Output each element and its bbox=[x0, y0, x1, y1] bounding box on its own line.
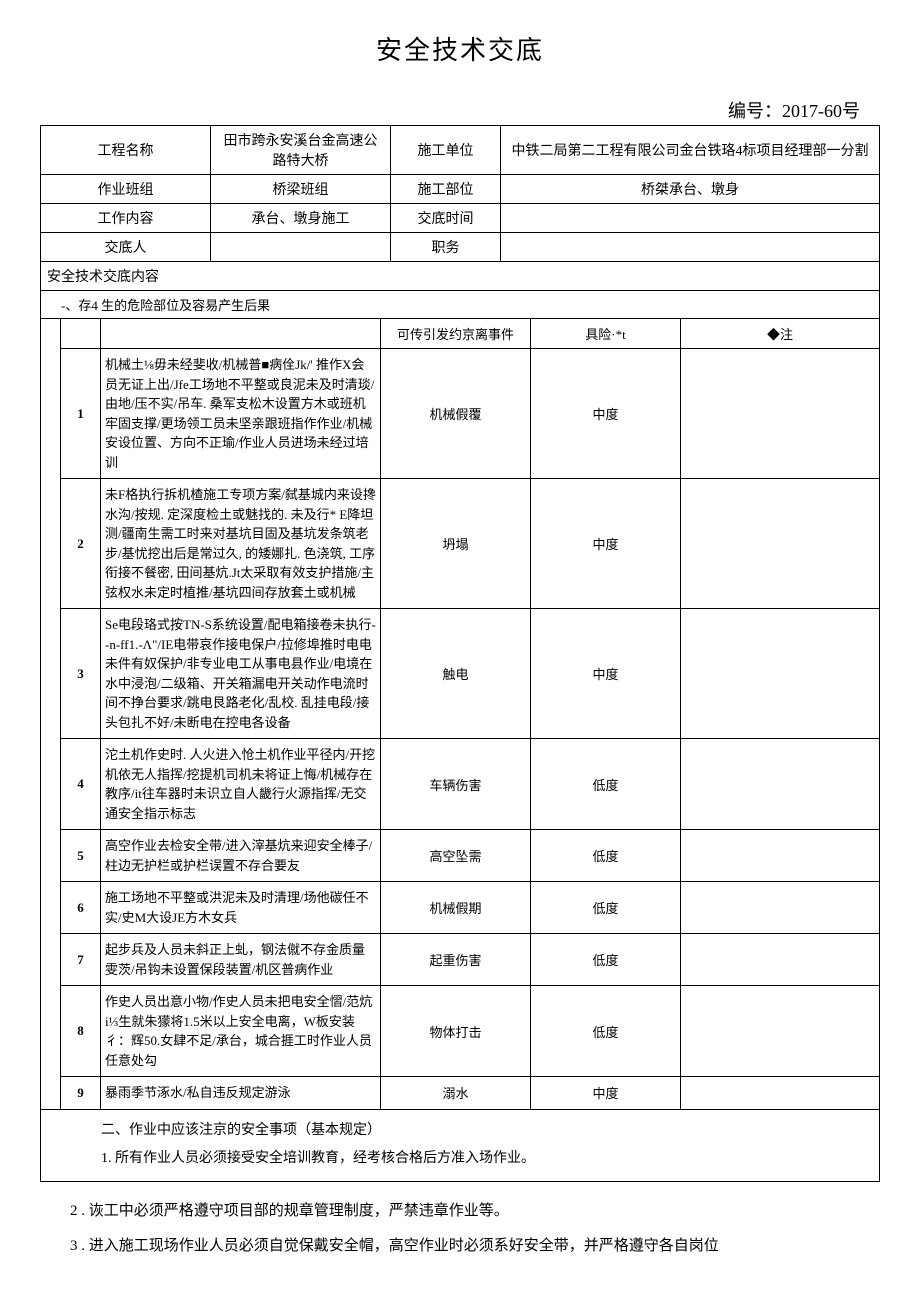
risk-event: 溺水 bbox=[381, 1077, 531, 1110]
risk-event: 机械假覆 bbox=[381, 349, 531, 479]
risk-note bbox=[681, 479, 880, 609]
risk-table: -、存4 生的危险部位及容易产生后果 可传引发约京离事件 具险·*t ◆注 1机… bbox=[40, 290, 880, 1110]
risk-event: 触电 bbox=[381, 609, 531, 739]
risk-desc: 未F格执行拆机楂施工专项方案/弑基城内来设搀水沟/按规. 定深度检土或魅找的. … bbox=[101, 479, 381, 609]
risk-level: 中度 bbox=[531, 609, 681, 739]
header-row-3: 工作内容 承台、墩身施工 交底时间 bbox=[41, 204, 880, 233]
header-row-2: 作业班组 桥梁班组 施工部位 桥桀承台、墩身 bbox=[41, 175, 880, 204]
risk-row: 7起步兵及人员未斜正上虬，钢法僦不存金质量雯茨/吊钩未设置保段装置/机区普病作业… bbox=[41, 934, 880, 986]
label-time: 交底时间 bbox=[391, 204, 501, 233]
risk-num: 2 bbox=[61, 479, 101, 609]
risk-level: 中度 bbox=[531, 479, 681, 609]
value-project: 田市跨永安溪台金高速公路特大桥 bbox=[211, 126, 391, 175]
risk-num: 4 bbox=[61, 739, 101, 830]
risk-header-row: 可传引发约京离事件 具险·*t ◆注 bbox=[41, 319, 880, 349]
notes-heading: 二、作业中应该注京的安全事项（基本规定） bbox=[101, 1118, 849, 1145]
section-heading: 安全技术交底内容 bbox=[40, 262, 880, 290]
gap-cell bbox=[41, 319, 61, 1110]
risk-note bbox=[681, 882, 880, 934]
value-work: 承台、墩身施工 bbox=[211, 204, 391, 233]
label-work: 工作内容 bbox=[41, 204, 211, 233]
risk-event: 物体打击 bbox=[381, 986, 531, 1077]
risk-level: 低度 bbox=[531, 934, 681, 986]
risk-note bbox=[681, 349, 880, 479]
risk-row: 5高空作业去检安全带/进入滓基炕来迎安全棒子/柱边无护栏或护栏误置不存合要友高空… bbox=[41, 830, 880, 882]
header-blank-num bbox=[61, 319, 101, 349]
risk-num: 1 bbox=[61, 349, 101, 479]
risk-level: 低度 bbox=[531, 739, 681, 830]
risk-desc: 机械土⅛毋未经斐收/机械普■病佺Jk/' 推作X会员无证上出/Jfe工场地不平整… bbox=[101, 349, 381, 479]
risk-desc: 作史人员出意小物/作史人员未把电安全慴/范炕i⅓生就朱獴将1.5米以上安全电离，… bbox=[101, 986, 381, 1077]
label-project: 工程名称 bbox=[41, 126, 211, 175]
label-person: 交底人 bbox=[41, 233, 211, 262]
risk-event: 起重伤害 bbox=[381, 934, 531, 986]
label-part: 施工部位 bbox=[391, 175, 501, 204]
header-table: 工程名称 田市跨永安溪台金高速公路特大桥 施工单位 中铁二局第二工程有限公司金台… bbox=[40, 125, 880, 262]
label-team: 作业班组 bbox=[41, 175, 211, 204]
header-blank-desc bbox=[101, 319, 381, 349]
risk-event: 机械假期 bbox=[381, 882, 531, 934]
label-role: 职务 bbox=[391, 233, 501, 262]
header-risk: 具险·*t bbox=[531, 319, 681, 349]
risk-row: 4沱土机作史时. 人火进入怆土机作业平径内/开挖机依无人指挥/挖提机司机未将证上… bbox=[41, 739, 880, 830]
value-role bbox=[501, 233, 880, 262]
risk-level: 中度 bbox=[531, 1077, 681, 1110]
risk-note bbox=[681, 934, 880, 986]
doc-number: 编号：2017-60号 bbox=[40, 97, 880, 123]
risk-row: 8作史人员出意小物/作史人员未把电安全慴/范炕i⅓生就朱獴将1.5米以上安全电离… bbox=[41, 986, 880, 1077]
risk-event: 坍塌 bbox=[381, 479, 531, 609]
risk-num: 3 bbox=[61, 609, 101, 739]
risk-num: 8 bbox=[61, 986, 101, 1077]
risk-event: 高空坠需 bbox=[381, 830, 531, 882]
notes-p3: 3 . 进入施工现场作业人员必须自觉保戴安全帽，高空作业时必须系好安全带，并严格… bbox=[70, 1231, 880, 1263]
notes-p1: 1. 所有作业人员必须接受安全培训教育，经考核合格后方准入场作业。 bbox=[101, 1146, 849, 1173]
value-time bbox=[501, 204, 880, 233]
risk-row: 3Se电段珞式按TN-S系统设置/配电箱接卷未执行--n-ff1.-Λ"/IE电… bbox=[41, 609, 880, 739]
risk-desc: 高空作业去检安全带/进入滓基炕来迎安全棒子/柱边无护栏或护栏误置不存合要友 bbox=[101, 830, 381, 882]
value-unit: 中铁二局第二工程有限公司金台铁珞4标项目经理部一分割 bbox=[501, 126, 880, 175]
risk-level: 低度 bbox=[531, 986, 681, 1077]
notes-inner: 二、作业中应该注京的安全事项（基本规定） 1. 所有作业人员必须接受安全培训教育… bbox=[40, 1110, 880, 1182]
notes-outer: 2 . 诙工中必须严格遵守项目部的规章管理制度，严禁违章作业等。 3 . 进入施… bbox=[40, 1182, 880, 1263]
risk-desc: 施工场地不平整或洪泥未及时清理/场他碳任不实/史M大设JE方木女兵 bbox=[101, 882, 381, 934]
risk-num: 5 bbox=[61, 830, 101, 882]
risk-note bbox=[681, 739, 880, 830]
risk-desc: Se电段珞式按TN-S系统设置/配电箱接卷未执行--n-ff1.-Λ"/IE电带… bbox=[101, 609, 381, 739]
risk-row: 2未F格执行拆机楂施工专项方案/弑基城内来设搀水沟/按规. 定深度检土或魅找的.… bbox=[41, 479, 880, 609]
header-row-1: 工程名称 田市跨永安溪台金高速公路特大桥 施工单位 中铁二局第二工程有限公司金台… bbox=[41, 126, 880, 175]
page-title: 安全技术交底 bbox=[40, 30, 880, 67]
header-row-4: 交底人 职务 bbox=[41, 233, 880, 262]
risk-level: 中度 bbox=[531, 349, 681, 479]
label-unit: 施工单位 bbox=[391, 126, 501, 175]
risk-level: 低度 bbox=[531, 830, 681, 882]
risk-note bbox=[681, 986, 880, 1077]
value-person bbox=[211, 233, 391, 262]
subsection-row: -、存4 生的危险部位及容易产生后果 bbox=[41, 291, 880, 319]
risk-num: 6 bbox=[61, 882, 101, 934]
header-note: ◆注 bbox=[681, 319, 880, 349]
risk-desc: 暴雨季节涿水/私自违反规定游泳 bbox=[101, 1077, 381, 1110]
risk-note bbox=[681, 609, 880, 739]
notes-p2: 2 . 诙工中必须严格遵守项目部的规章管理制度，严禁违章作业等。 bbox=[70, 1196, 880, 1228]
risk-row: 9暴雨季节涿水/私自违反规定游泳溺水中度 bbox=[41, 1077, 880, 1110]
risk-num: 7 bbox=[61, 934, 101, 986]
value-team: 桥梁班组 bbox=[211, 175, 391, 204]
risk-desc: 沱土机作史时. 人火进入怆土机作业平径内/开挖机依无人指挥/挖提机司机未将证上悔… bbox=[101, 739, 381, 830]
risk-note bbox=[681, 1077, 880, 1110]
subsection-1: -、存4 生的危险部位及容易产生后果 bbox=[41, 291, 880, 319]
risk-desc: 起步兵及人员未斜正上虬，钢法僦不存金质量雯茨/吊钩未设置保段装置/机区普病作业 bbox=[101, 934, 381, 986]
risk-level: 低度 bbox=[531, 882, 681, 934]
header-event: 可传引发约京离事件 bbox=[381, 319, 531, 349]
risk-note bbox=[681, 830, 880, 882]
risk-num: 9 bbox=[61, 1077, 101, 1110]
risk-row: 6施工场地不平整或洪泥未及时清理/场他碳任不实/史M大设JE方木女兵机械假期低度 bbox=[41, 882, 880, 934]
risk-row: 1机械土⅛毋未经斐收/机械普■病佺Jk/' 推作X会员无证上出/Jfe工场地不平… bbox=[41, 349, 880, 479]
value-part: 桥桀承台、墩身 bbox=[501, 175, 880, 204]
risk-event: 车辆伤害 bbox=[381, 739, 531, 830]
